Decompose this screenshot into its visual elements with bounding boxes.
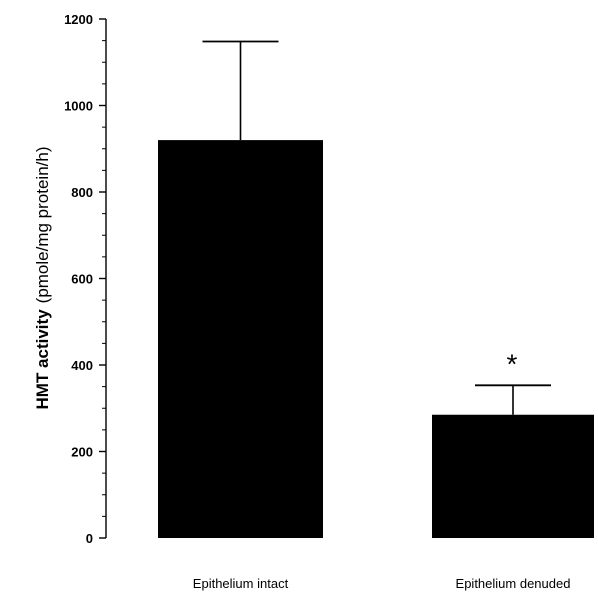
y-tick-label: 200: [71, 445, 93, 460]
bars: *: [158, 40, 594, 538]
significance-marker: *: [507, 348, 518, 379]
category-label: Epithelium intact: [193, 576, 289, 591]
y-axis: 0 200 400 600 800 1000 1200: [64, 12, 107, 546]
category-label: Epithelium denuded: [456, 576, 571, 591]
y-tick-label: 800: [71, 185, 93, 200]
bar-epithelium-denuded: [432, 414, 594, 538]
bar-epithelium-intact: [158, 140, 323, 538]
y-axis-label-units: (pmole/mg protein/h): [33, 147, 52, 304]
y-tick-label: 1000: [64, 99, 93, 114]
y-axis-label-bold: HMT activity: [33, 309, 52, 410]
y-tick-label: 1200: [64, 12, 93, 27]
y-axis-ticks: 0 200 400 600 800 1000 1200: [64, 12, 106, 546]
y-tick-label: 0: [86, 531, 93, 546]
y-tick-label: 600: [71, 272, 93, 287]
y-tick-label: 400: [71, 358, 93, 373]
y-axis-label: HMT activity (pmole/mg protein/h): [33, 147, 52, 410]
x-axis-category-labels: Epithelium intact Epithelium denuded: [193, 576, 571, 591]
